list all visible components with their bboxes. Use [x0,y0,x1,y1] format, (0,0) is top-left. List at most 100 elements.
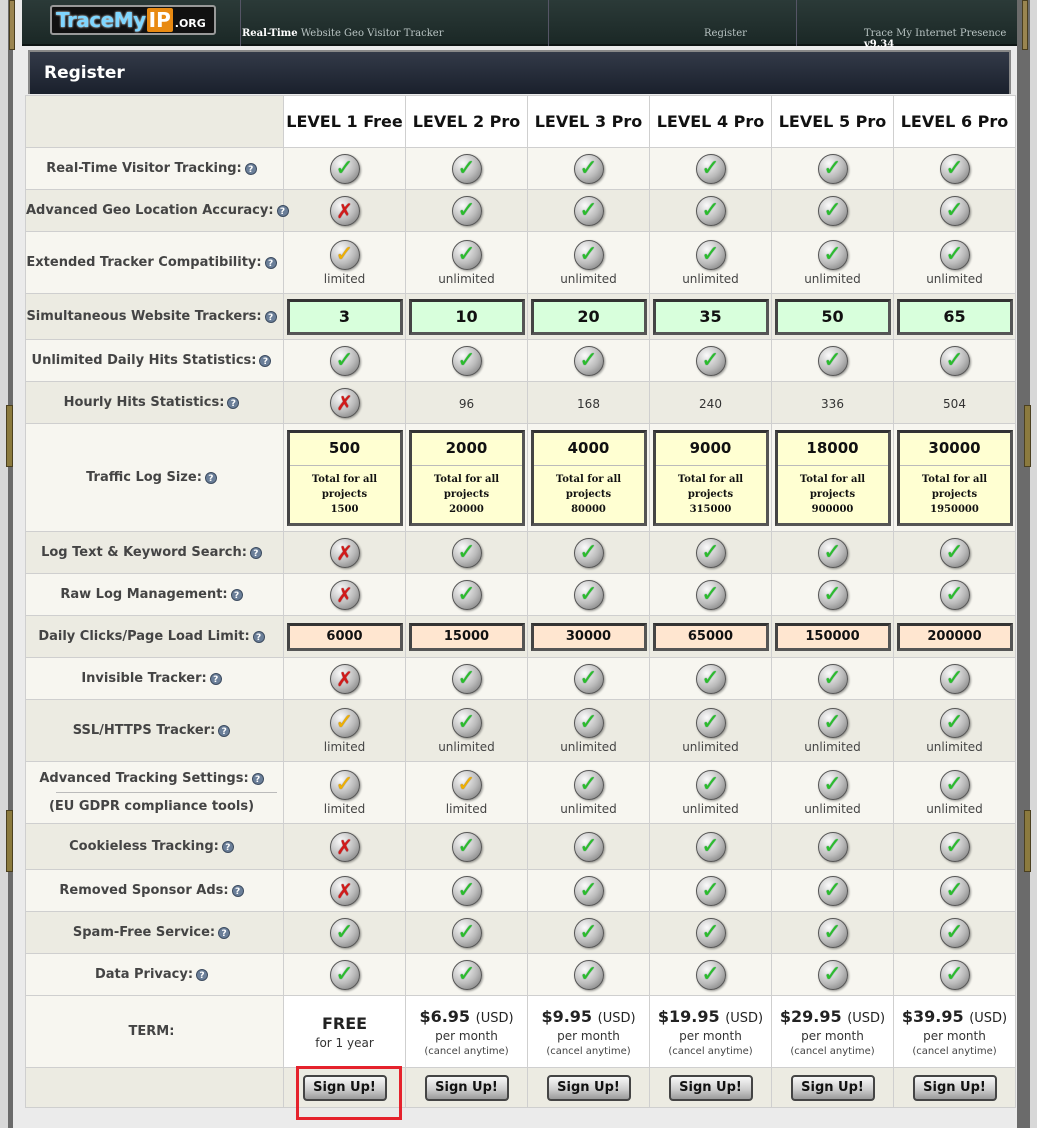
icon-glyph: ✓ [457,241,476,267]
feature-cell: ✓ unlimited [893,761,1016,824]
icon-glyph: ✓ [823,197,842,223]
icon-glyph: ✓ [579,241,598,267]
feature-row: SSL/HTTPS Tracker:? ✓ limited ✓ unlimited ✓ un… [25,699,1016,762]
sign-up-button[interactable]: Sign Up! [668,1074,753,1101]
feature-cell: 504 [893,381,1016,424]
help-icon[interactable]: ? [227,396,240,409]
check-icon: ✓ [939,707,970,738]
icon-glyph: ✓ [579,665,598,691]
icon-glyph: ✓ [457,771,476,797]
check-icon: ✓ [451,707,482,738]
help-icon[interactable]: ? [259,354,272,367]
value-box: 65000 [652,622,769,651]
nav-trace-presence[interactable]: Trace My Internet Presence v9.34 [864,28,1007,50]
value-box: 150000 [774,622,891,651]
total-value: 1950000 [930,503,979,515]
sign-up-button[interactable]: Sign Up! [790,1074,875,1101]
check-icon: ✓ [817,707,848,738]
sign-up-button[interactable]: Sign Up! [912,1074,997,1101]
help-icon[interactable]: ? [251,772,264,785]
help-icon[interactable]: ? [196,968,209,981]
feature-cell: ✓ [649,339,772,382]
price-currency: (USD) [475,1010,514,1026]
level-header: LEVEL 2 Pro [405,95,528,148]
icon-glyph: ✓ [579,833,598,859]
check-icon: ✓ [573,875,604,906]
icon-glyph: ✓ [579,581,598,607]
help-icon[interactable]: ? [264,310,277,323]
check-icon: ✓ [451,663,482,694]
frame-pole-right [1022,0,1028,50]
check-icon: ✓ [695,345,726,376]
icon-glyph: ✓ [823,347,842,373]
feature-cell: ✓ [527,531,650,574]
help-icon[interactable]: ? [230,588,243,601]
nav-separator [548,0,549,46]
feature-cell: ✓ [283,339,406,382]
signup-cell: Sign Up! [771,1067,894,1108]
feature-cell: ✓ [527,657,650,700]
feature-cell: ✓ limited [405,761,528,824]
help-icon[interactable]: ? [244,162,257,175]
feature-cell: ✓ [405,823,528,870]
icon-glyph: ✓ [457,539,476,565]
nav-tagline[interactable]: Real-Time Website Geo Visitor Tracker [242,28,444,39]
signup-row: Sign Up! Sign Up! Sign Up! Sign Up! Sign Up!… [25,1067,1016,1108]
feature-label: Invisible Tracker:? [25,657,284,700]
help-icon[interactable]: ? [264,256,277,269]
price-period: per month [801,1028,864,1043]
help-icon[interactable]: ? [204,471,217,484]
check-icon: ✓ [451,959,482,990]
feature-cell: ✓ [649,911,772,954]
help-icon[interactable]: ? [209,672,222,685]
feature-cell: 20 [527,293,650,340]
check-icon: ✓ [451,875,482,906]
feature-label-text: Cookieless Tracking: [69,839,219,854]
total-label: Total for all projects [921,473,988,500]
icon-glyph: ✓ [335,961,354,987]
nav-separator [796,0,797,46]
logo-text-a: TraceMy [56,8,146,32]
help-icon[interactable]: ? [249,546,262,559]
feature-cell: ✓ [771,339,894,382]
feature-cell: ✓ [527,573,650,616]
feature-cell: 4000 Total for all projects 80000 [527,423,650,532]
limit-text: unlimited [682,271,739,286]
sign-up-button[interactable]: Sign Up! [302,1074,387,1101]
signup-cell: Sign Up! [527,1067,650,1108]
limit-text: unlimited [682,739,739,754]
log-size-value: 30000 [899,433,1010,466]
help-icon[interactable]: ? [221,840,234,853]
feature-cell: ✓ unlimited [771,231,894,294]
price-value: $9.95 (USD) [541,1007,635,1026]
icon-glyph: ✓ [457,833,476,859]
feature-cell: ✓ limited [283,231,406,294]
feature-cell: 35 [649,293,772,340]
check-icon: ✓ [939,959,970,990]
icon-glyph: ✓ [945,877,964,903]
check-limited-icon: ✓ [329,239,360,270]
icon-glyph: ✓ [701,197,720,223]
check-icon: ✓ [573,831,604,862]
sign-up-button[interactable]: Sign Up! [546,1074,631,1101]
help-icon[interactable]: ? [252,630,265,643]
feature-cell: ✓ [771,531,894,574]
help-icon[interactable]: ? [276,204,289,217]
icon-glyph: ✓ [457,919,476,945]
check-icon: ✓ [817,579,848,610]
feature-cell: 200000 [893,615,1016,658]
feature-cell: ✓ [893,869,1016,912]
feature-cell: ✓ unlimited [649,761,772,824]
logo-text-c: .ORG [174,16,206,30]
nav-register-link[interactable]: Register [704,28,747,39]
level-header: LEVEL 5 Pro [771,95,894,148]
icon-glyph: ✓ [701,961,720,987]
help-icon[interactable]: ? [218,926,231,939]
sign-up-button[interactable]: Sign Up! [424,1074,509,1101]
icon-glyph: ✓ [823,919,842,945]
feature-row: Data Privacy:? ✓ ✓ ✓ ✓ ✓ ✓ [25,953,1016,996]
help-icon[interactable]: ? [218,724,231,737]
help-icon[interactable]: ? [231,884,244,897]
feature-cell: ✓ unlimited [649,699,772,762]
site-logo[interactable]: TraceMy IP .ORG [50,5,216,35]
